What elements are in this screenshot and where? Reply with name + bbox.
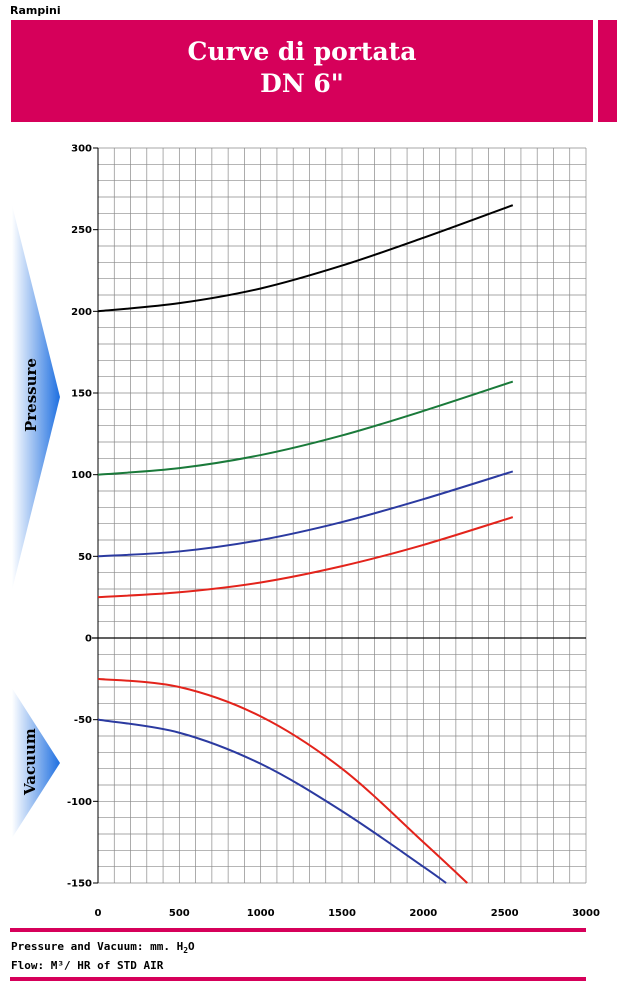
footer-line-1: Pressure and Vacuum: mm. H2O xyxy=(11,939,195,958)
footer-line-1-suffix: O xyxy=(188,940,195,953)
y-tick-label: 150 xyxy=(71,389,92,400)
series-line-1 xyxy=(97,204,514,313)
pressure-arrow-icon xyxy=(12,205,60,590)
y-tick-label: -100 xyxy=(67,797,92,808)
y-tick-label: 0 xyxy=(85,634,92,645)
y-tick-label: 250 xyxy=(71,225,92,236)
series-line-6 xyxy=(97,718,447,884)
y-tick-label: 300 xyxy=(71,144,92,155)
x-tick-label: 3000 xyxy=(572,908,600,919)
x-tick-label: 1000 xyxy=(247,908,275,919)
footer-line-2: Flow: M³/ HR of STD AIR xyxy=(11,959,164,973)
y-tick-label: 100 xyxy=(71,470,92,481)
series-line-3 xyxy=(97,470,514,558)
title-line-2: DN 6" xyxy=(260,69,344,98)
x-tick-label: 2000 xyxy=(409,908,437,919)
series-line-5 xyxy=(97,677,468,884)
banner-stripe xyxy=(598,20,617,122)
y-tick-label: 50 xyxy=(78,552,92,563)
y-tick-label: -150 xyxy=(67,879,92,890)
x-tick-label: 2500 xyxy=(491,908,519,919)
footer-units: Pressure and Vacuum: mm. H2O Flow: M³/ H… xyxy=(11,939,195,973)
y-tick-label: 200 xyxy=(71,307,92,318)
x-tick-label: 0 xyxy=(95,908,102,919)
footer-rule-top xyxy=(10,928,586,932)
y-tick-label: -50 xyxy=(74,715,92,726)
series-line-2 xyxy=(97,380,514,476)
series-line-4 xyxy=(97,516,514,599)
x-tick-label: 500 xyxy=(169,908,190,919)
title-line-1: Curve di portata xyxy=(187,37,417,66)
title-banner xyxy=(11,20,593,122)
brand-name: Rampini xyxy=(10,4,61,17)
footer-line-1-prefix: Pressure and Vacuum: mm. H xyxy=(11,940,184,953)
footer-line-1-sub: 2 xyxy=(183,946,189,956)
footer-rule-bottom xyxy=(10,977,586,981)
vacuum-arrow-icon xyxy=(12,688,60,838)
x-tick-label: 1500 xyxy=(328,908,356,919)
page-title: Curve di portata DN 6" xyxy=(11,36,593,100)
